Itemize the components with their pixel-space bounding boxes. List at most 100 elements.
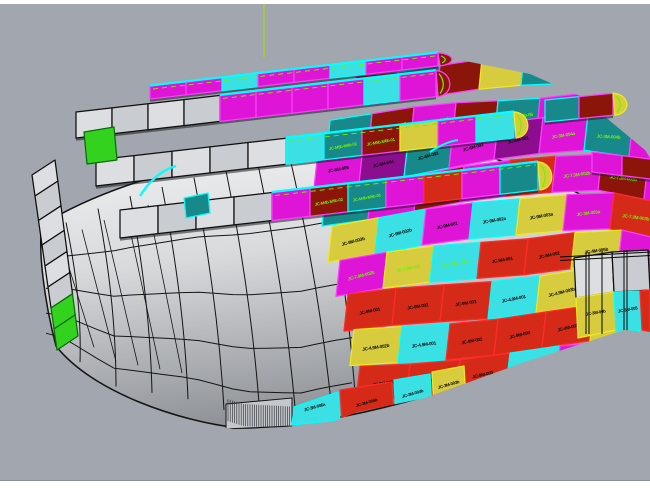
panel-label: JC-3M-003a (576, 209, 601, 217)
panel-label: JC-9M-002b (388, 227, 413, 238)
band-shadow (149, 66, 439, 102)
panel-label: JC-9M-002 (407, 302, 429, 310)
band-panel[interactable] (399, 120, 439, 152)
panel-label: JC-6M-002 (462, 142, 484, 153)
panel-label: JC-4M-003 (557, 323, 579, 333)
bow-edge-band (31, 159, 79, 351)
band-panel[interactable] (247, 137, 287, 170)
band-a (75, 69, 451, 141)
band-panel[interactable] (219, 90, 257, 123)
band-e (591, 151, 650, 182)
band-panel[interactable] (147, 98, 185, 131)
band-shadow (544, 115, 614, 125)
wireframe-line (81, 229, 117, 362)
panel-label: JC-3M-00b (585, 308, 606, 316)
tail-panel[interactable] (291, 391, 341, 426)
band-edge-highlight (271, 160, 539, 194)
panel-label: JC-7.9M-001 (396, 263, 422, 273)
band-green-seam (288, 114, 513, 142)
band-panel[interactable] (209, 141, 249, 174)
panel-label: JC-7.3M-002b (563, 170, 591, 179)
accent-panels (83, 126, 459, 219)
cyan-seam-arc (138, 164, 177, 197)
band-panel[interactable] (255, 86, 293, 118)
panel-label: JC-3M-005b (355, 397, 378, 408)
frame-margin-bottom (0, 481, 650, 488)
band-panel[interactable] (291, 82, 329, 114)
band-green-seam (274, 164, 537, 196)
band-tip-streak (615, 95, 621, 113)
band-d (544, 92, 628, 125)
band-panel[interactable] (363, 74, 401, 106)
band-top-thin (149, 51, 453, 102)
wireframe-line (45, 312, 353, 349)
panel-label: JC-9M-002 (538, 250, 560, 260)
band-panel[interactable] (544, 95, 580, 123)
band-panel[interactable] (133, 150, 173, 183)
panel-label: JC-9M-001 (436, 221, 458, 231)
band-panel[interactable] (475, 111, 515, 143)
band-tip-streak (516, 114, 522, 136)
panel-label: JC-9M-001 (491, 256, 513, 265)
band-panel[interactable] (437, 115, 477, 148)
band-panel[interactable] (119, 204, 159, 239)
band-panel[interactable] (621, 154, 650, 180)
stern-panel[interactable] (611, 249, 650, 293)
band-panel[interactable] (233, 191, 273, 226)
band-panel[interactable] (183, 94, 221, 127)
panel-label: JC-4.9M-001 (501, 294, 527, 304)
panel-label: JC-9M-003a (529, 211, 554, 220)
band-c: JC-M4b-M5b-02 JC-M4b-M5b-01 (119, 160, 553, 241)
surface-panel[interactable] (643, 162, 650, 222)
band-panel[interactable] (423, 170, 463, 204)
panel-label: JC-9M-003 (472, 370, 494, 380)
teal-chip-panel[interactable] (183, 192, 211, 219)
band-tip-streak (438, 73, 444, 94)
panel-label: JC-6M-001 (507, 135, 529, 145)
band-shadow (591, 172, 650, 182)
panel-label: JC-M5b-M6b-01 (366, 137, 396, 147)
band-green-seam (152, 55, 437, 90)
panel-label: JC-3M-003b (437, 379, 460, 390)
wireframe-line (45, 217, 353, 261)
band-panel[interactable] (285, 133, 325, 165)
bow-band-panel[interactable] (53, 314, 79, 351)
wireframe-line (45, 332, 353, 394)
panel-label: JC-4.9M-001 (411, 340, 437, 349)
band-b: JC-M5b-M6b-02 JC-M5b-M6b-01 (95, 110, 529, 189)
panel-label: JC-9M-001 (359, 306, 381, 315)
panel-label: JC-M5b-M6b-02 (328, 141, 358, 151)
band-edge-highlight (219, 69, 437, 97)
panel-label: JC-9M-003b (341, 236, 366, 247)
panel-label: JC-7.3M-003b (622, 213, 650, 222)
wireframe-line (97, 208, 117, 387)
stern-edge-panels: JC-3M-00b JC-3M-005 (559, 249, 650, 339)
band-edge-highlight (285, 110, 515, 139)
band-panel[interactable] (171, 146, 211, 178)
row-3: JC-9M-003b JC-9M-002b JC-9M-001 JC-9M-002a J… (327, 192, 650, 263)
panel-label: JC-3M-005 (618, 305, 639, 313)
panel-label: JC-4.9M-003b (548, 286, 576, 298)
panel-label: JC-6M-003 (417, 150, 439, 161)
band-panel[interactable] (591, 151, 623, 177)
panel-label: JC-9M-003 (455, 299, 477, 307)
frame-margin-top (0, 0, 650, 4)
band-panel[interactable] (578, 92, 614, 120)
wireframe-line (45, 281, 353, 297)
band-tip-streak (440, 55, 446, 64)
band-panel[interactable] (111, 103, 149, 135)
band-panel[interactable] (327, 78, 365, 110)
highlight-panel-green[interactable] (83, 126, 118, 165)
panel-label: JC-M4b-M5b-02 (314, 197, 344, 207)
band-panel[interactable] (399, 69, 437, 102)
panel-label: JC-M4b-M5b-01 (352, 192, 382, 202)
band-tip-streak (540, 164, 546, 188)
band-shadow (95, 138, 515, 189)
stern-panel[interactable] (639, 289, 650, 333)
band-panel[interactable] (271, 187, 311, 222)
wireframe-line (103, 219, 139, 366)
panel-label: JC-9M-003 (509, 330, 531, 340)
surface-panel[interactable] (609, 192, 650, 240)
